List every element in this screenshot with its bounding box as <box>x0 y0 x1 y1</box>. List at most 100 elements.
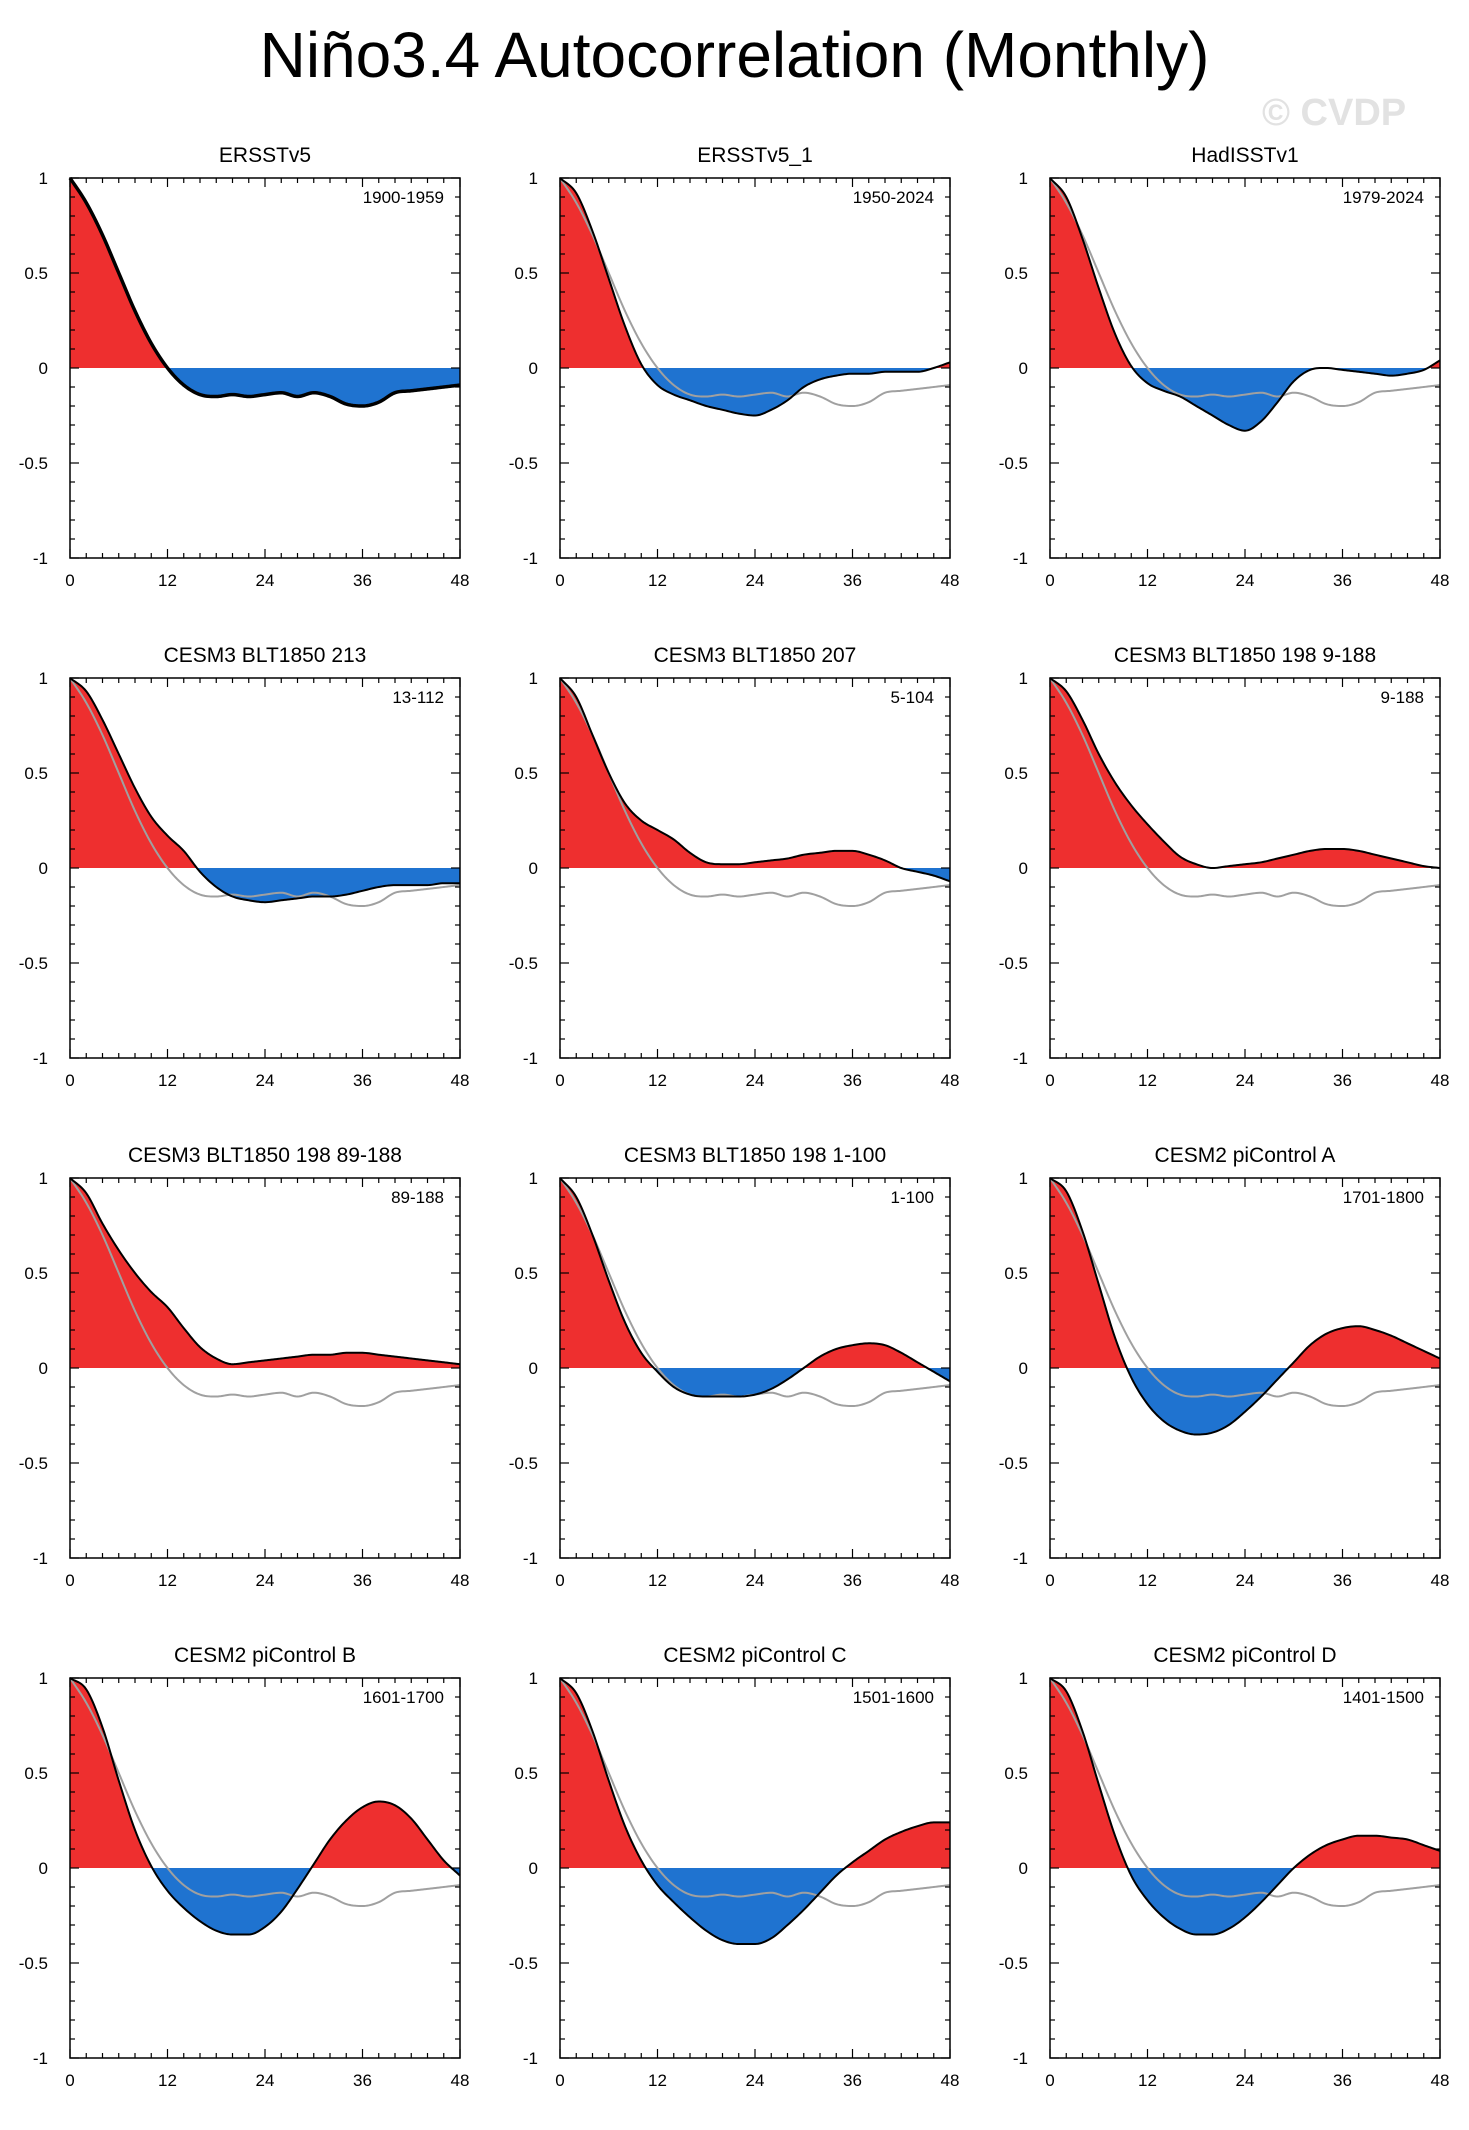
y-tick-label: -0.5 <box>509 454 538 473</box>
y-tick-label: 0 <box>1019 1859 1028 1878</box>
x-tick-label: 24 <box>746 1571 765 1590</box>
y-tick-label: 0.5 <box>1004 264 1028 283</box>
period-label: 89-188 <box>391 1188 444 1207</box>
period-label: 1601-1700 <box>363 1688 444 1707</box>
panel-3: HadISSTv1 0 12 24 36 48 1 0.5 0 -0.5 -1 1979-2024 <box>999 144 1450 590</box>
x-tick-label: 12 <box>1138 1571 1157 1590</box>
x-tick-label: 12 <box>158 1071 177 1090</box>
y-tick-label: 0 <box>1019 859 1028 878</box>
series-curve <box>559 1177 951 1398</box>
negative-area <box>560 1868 950 1944</box>
x-tick-label: 36 <box>843 2071 862 2090</box>
x-tick-label: 0 <box>555 571 564 590</box>
positive-area <box>1050 178 1440 368</box>
series-curve <box>1049 1177 1441 1436</box>
y-tick-label: -1 <box>523 549 538 568</box>
positive-area <box>560 1678 950 1868</box>
negative-area <box>70 368 460 406</box>
y-tick-label: 0 <box>39 1359 48 1378</box>
y-tick-label: 0.5 <box>1004 1764 1028 1783</box>
x-tick-label: 12 <box>158 2071 177 2090</box>
positive-area <box>560 1178 950 1368</box>
positive-area <box>1050 1678 1440 1868</box>
x-tick-label: 0 <box>1045 571 1054 590</box>
x-tick-label: 0 <box>1045 1071 1054 1090</box>
series-curve <box>559 177 951 417</box>
y-tick-label: 1 <box>39 1669 48 1688</box>
negative-area <box>1050 1868 1440 1935</box>
period-label: 1900-1959 <box>363 188 444 207</box>
x-tick-label: 12 <box>1138 1071 1157 1090</box>
y-tick-label: 0.5 <box>24 264 48 283</box>
y-tick-label: 0 <box>1019 1359 1028 1378</box>
y-tick-label: 0.5 <box>514 1264 538 1283</box>
reference-curve <box>1049 177 1441 408</box>
negative-area <box>70 1868 460 1935</box>
panel-title: CESM3 BLT1850 213 <box>164 644 367 667</box>
y-tick-label: -1 <box>33 549 48 568</box>
period-label: 1950-2024 <box>853 188 934 207</box>
period-label: 1979-2024 <box>1343 188 1424 207</box>
negative-area <box>560 1368 950 1397</box>
x-tick-label: 36 <box>353 1571 372 1590</box>
panel-title: CESM2 piControl B <box>174 1644 356 1667</box>
panel-title: CESM3 BLT1850 198 9-188 <box>1114 644 1376 667</box>
x-tick-label: 48 <box>451 2071 470 2090</box>
y-tick-label: 0 <box>529 1859 538 1878</box>
x-tick-label: 24 <box>746 1071 765 1090</box>
x-tick-label: 48 <box>451 1571 470 1590</box>
y-tick-label: 0.5 <box>24 1764 48 1783</box>
x-tick-label: 48 <box>1431 1571 1450 1590</box>
series-curve <box>69 1177 461 1366</box>
panel-title: CESM3 BLT1850 207 <box>654 644 857 667</box>
reference-curve <box>69 1177 461 1408</box>
reference-curve <box>69 677 461 908</box>
y-tick-label: 1 <box>39 669 48 688</box>
y-tick-label: 1 <box>529 1669 538 1688</box>
y-tick-label: -0.5 <box>509 1954 538 1973</box>
y-tick-label: 0.5 <box>514 264 538 283</box>
x-tick-label: 24 <box>1236 2071 1255 2090</box>
x-tick-label: 0 <box>1045 2071 1054 2090</box>
y-tick-label: 0.5 <box>24 1264 48 1283</box>
x-tick-label: 12 <box>648 2071 667 2090</box>
x-tick-label: 36 <box>843 1571 862 1590</box>
negative-area <box>70 868 460 903</box>
x-tick-label: 24 <box>256 571 275 590</box>
y-tick-label: -1 <box>523 1549 538 1568</box>
y-tick-label: -0.5 <box>999 1954 1028 1973</box>
x-tick-label: 36 <box>1333 1571 1352 1590</box>
series-curve <box>1049 1677 1441 1936</box>
x-tick-label: 36 <box>1333 571 1352 590</box>
series-curve <box>69 677 460 904</box>
watermark: © CVDP <box>1262 92 1407 134</box>
reference-curve <box>1049 1677 1441 1908</box>
x-tick-label: 12 <box>648 571 667 590</box>
x-tick-label: 24 <box>1236 571 1255 590</box>
panel-11: CESM2 piControl C 0 12 24 36 48 1 0.5 0 -0.5 -1 150… <box>509 1644 960 2090</box>
reference-curve <box>69 1677 461 1908</box>
panel-title: HadISSTv1 <box>1191 144 1298 167</box>
x-tick-label: 12 <box>648 1571 667 1590</box>
y-tick-label: -1 <box>1013 1549 1028 1568</box>
x-tick-label: 24 <box>1236 1571 1255 1590</box>
y-tick-label: -0.5 <box>19 954 48 973</box>
x-tick-label: 36 <box>1333 2071 1352 2090</box>
positive-area <box>70 1178 460 1368</box>
y-tick-label: 0.5 <box>1004 1264 1028 1283</box>
y-tick-label: -0.5 <box>999 454 1028 473</box>
period-label: 1401-1500 <box>1343 1688 1424 1707</box>
x-tick-label: 12 <box>158 1571 177 1590</box>
x-tick-label: 24 <box>746 2071 765 2090</box>
panel-4: CESM3 BLT1850 213 0 12 24 36 48 1 0.5 0 -0.5 -1 13-… <box>19 644 470 1090</box>
y-tick-label: 0 <box>1019 359 1028 378</box>
x-tick-label: 12 <box>1138 2071 1157 2090</box>
y-tick-label: 0.5 <box>514 1764 538 1783</box>
series-curve <box>559 677 951 883</box>
x-tick-label: 0 <box>65 571 74 590</box>
period-label: 1701-1800 <box>1343 1188 1424 1207</box>
reference-curve <box>1049 1177 1441 1408</box>
x-tick-label: 0 <box>555 1071 564 1090</box>
y-tick-label: 1 <box>39 169 48 188</box>
y-tick-label: 0.5 <box>514 764 538 783</box>
